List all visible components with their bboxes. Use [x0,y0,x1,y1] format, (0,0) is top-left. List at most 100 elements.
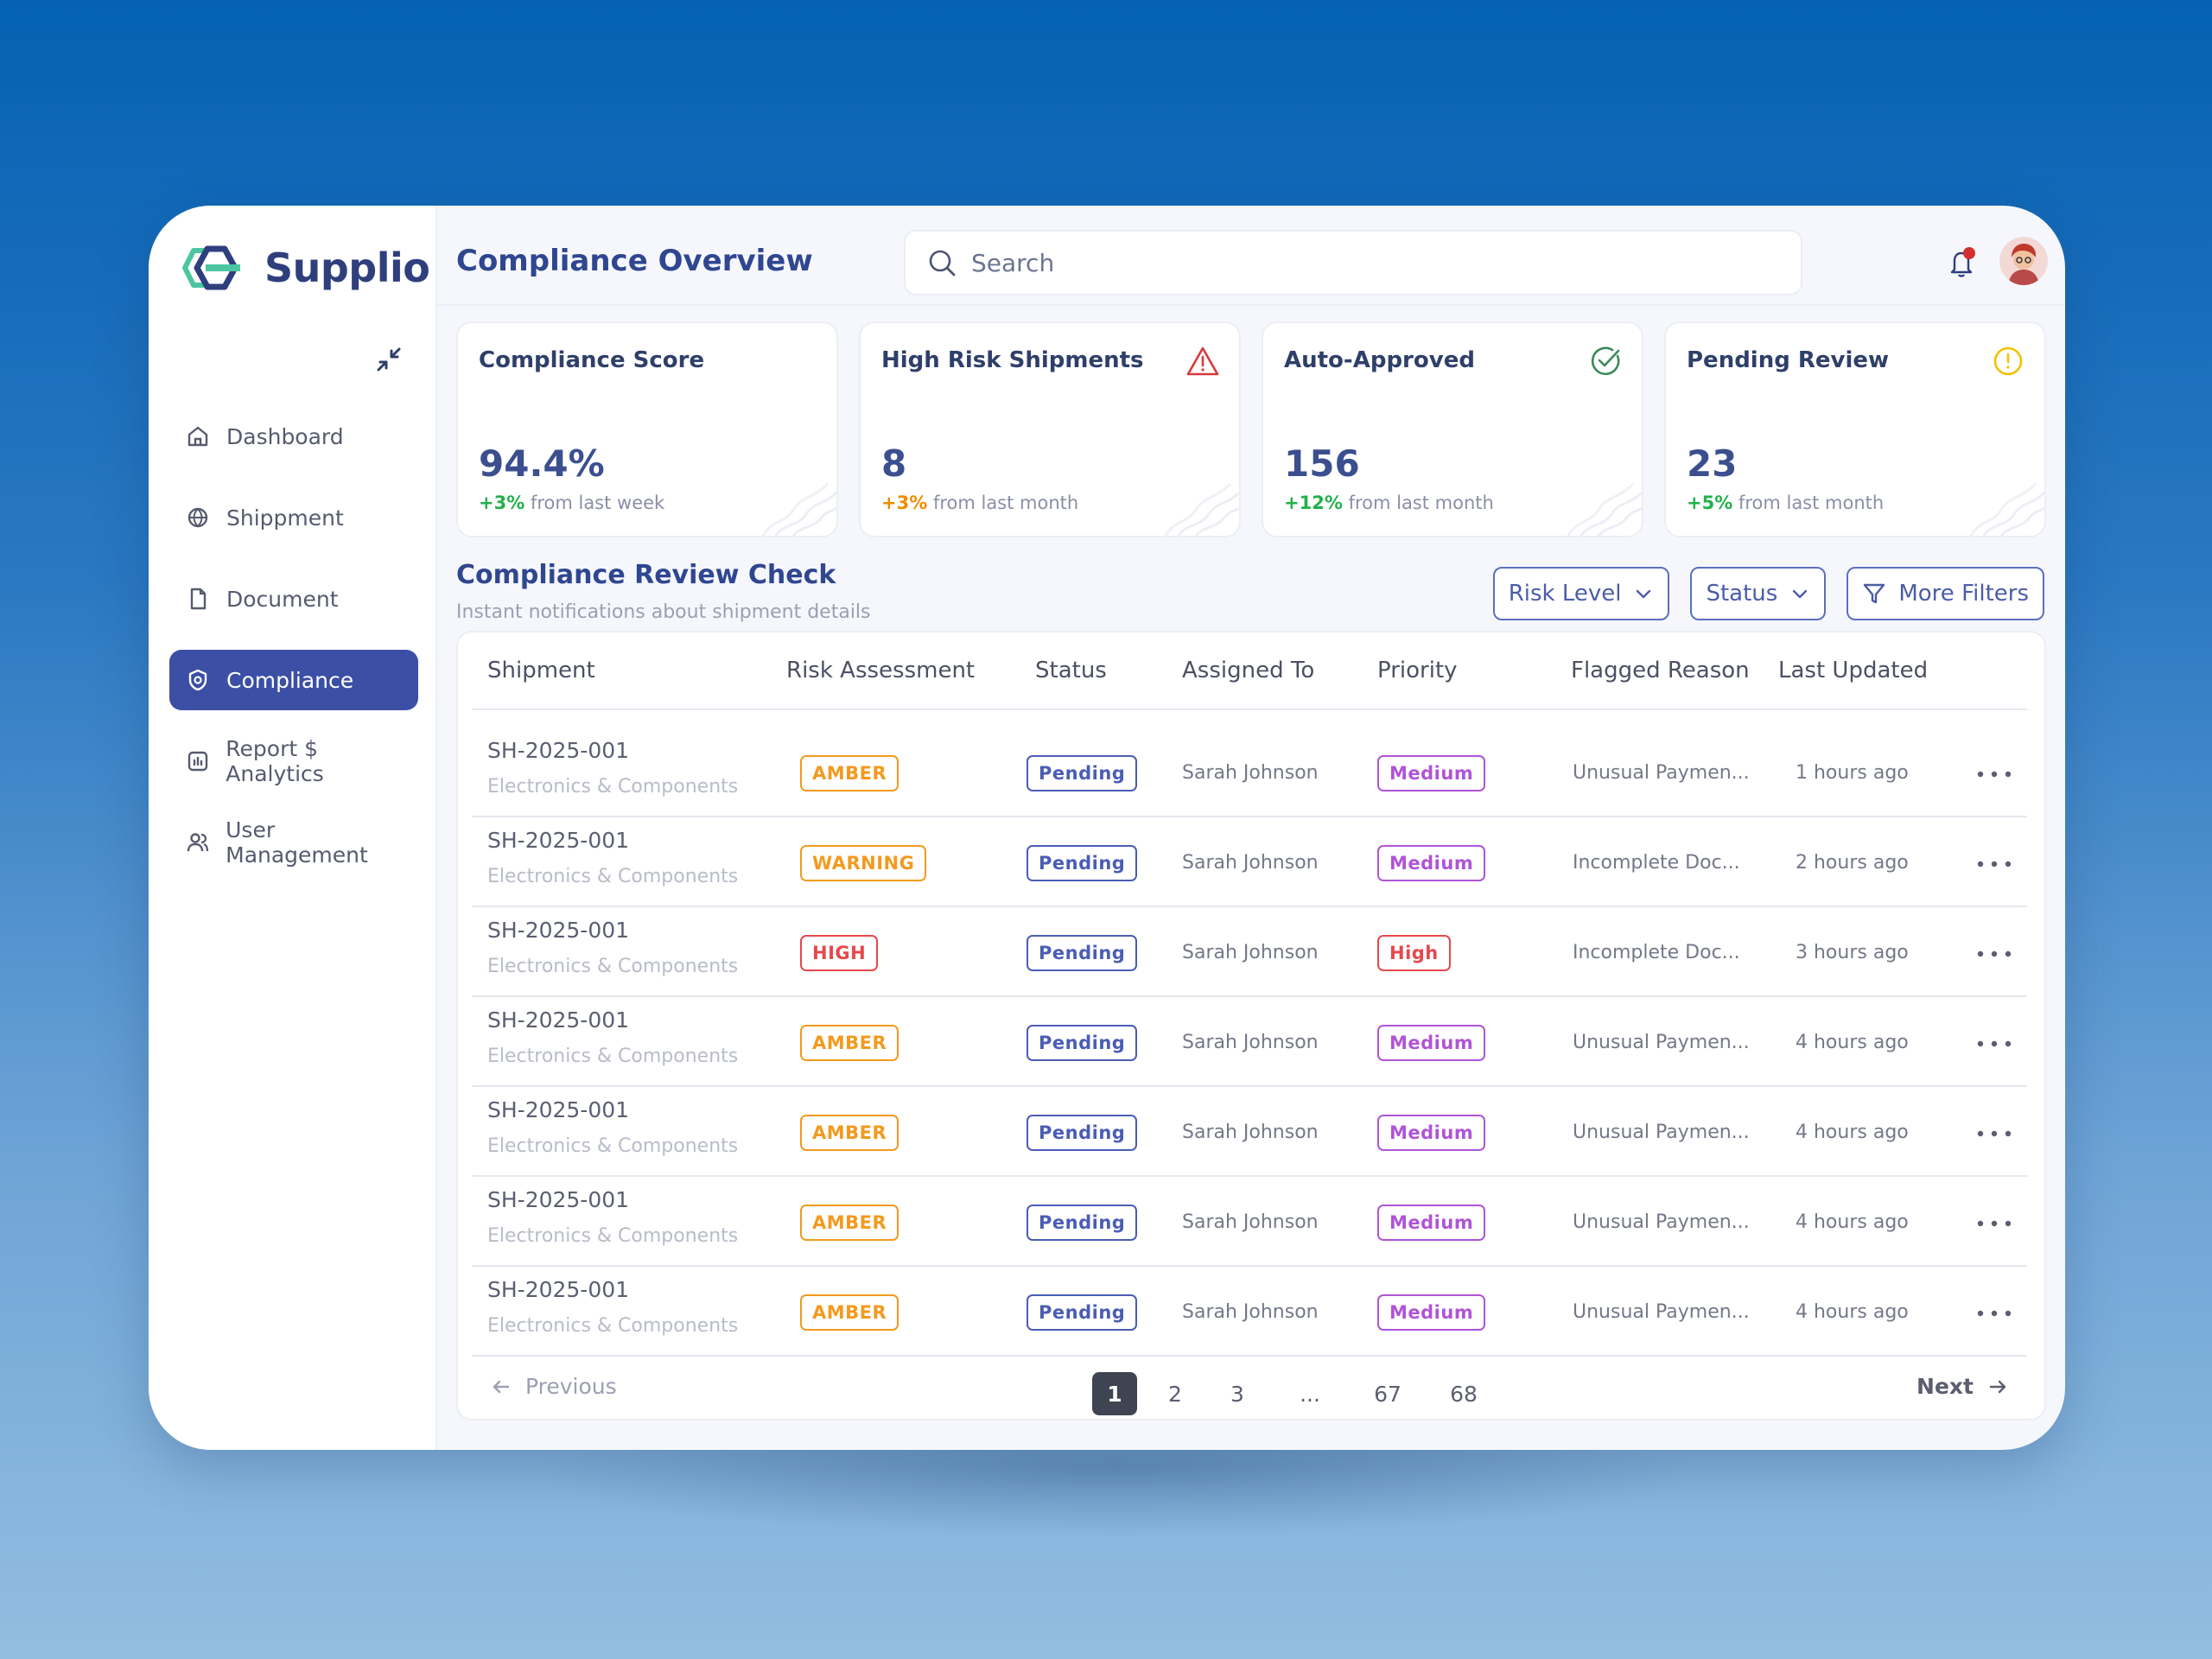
more-actions-icon[interactable] [1975,766,2013,783]
chevron-down-icon [1637,589,1651,599]
assigned-to: Sarah Johnson [1182,1032,1319,1053]
logo[interactable]: Supplio [181,244,430,292]
more-actions-icon[interactable] [1975,1215,2013,1232]
sidebar-item-dashboard[interactable]: Dashboard [169,406,418,467]
table-row[interactable]: SH-2025-001 Electronics & Components AMBER… [472,997,2027,1087]
delta-value: +12% [1284,493,1343,513]
sidebar-nav: Dashboard Shippment Document Compliance [169,406,418,893]
globe-icon [185,505,211,531]
search-box[interactable] [904,230,1802,296]
column-header[interactable]: Last Updated [1778,658,1929,683]
sidebar-item-shippment[interactable]: Shippment [169,487,418,548]
next-label: Next [1916,1374,1974,1399]
risk-badge: AMBER [800,1115,899,1151]
column-header[interactable]: Status [1035,658,1107,683]
filter-icon [1864,583,1885,604]
user-avatar-icon [1999,237,2048,285]
column-header[interactable]: Priority [1377,658,1458,683]
arrow-left-icon [493,1380,510,1393]
shipment-id[interactable]: SH-2025-001 [487,1187,630,1212]
previous-label: Previous [525,1374,617,1399]
more-filters-label: More Filters [1898,581,2029,607]
shipment-id[interactable]: SH-2025-001 [487,1277,630,1302]
more-actions-icon[interactable] [1975,1035,2013,1052]
chart-icon [185,748,210,774]
sidebar-item-user-management[interactable]: User Management [169,812,418,873]
last-updated: 4 hours ago [1796,1032,1909,1053]
column-header[interactable]: Shipment [487,658,595,683]
card-value: 94.4% [479,442,605,485]
card-delta: +5% from last month [1687,493,1884,513]
more-filters-button[interactable]: More Filters [1847,567,2044,620]
delta-text: from last month [932,493,1079,513]
card-auto-approved[interactable]: Auto-Approved 156 +12% from last month [1262,321,1643,537]
risk-level-dropdown[interactable]: Risk Level [1492,567,1670,620]
table-row[interactable]: SH-2025-001 Electronics & Components WARNI… [472,817,2027,907]
notification-bell-icon[interactable] [1948,245,1977,280]
more-actions-icon[interactable] [1975,945,2013,963]
more-actions-icon[interactable] [1975,1125,2013,1142]
last-updated: 4 hours ago [1796,1301,1909,1323]
assigned-to: Sarah Johnson [1182,762,1319,784]
page-button[interactable]: 2 [1168,1381,1182,1407]
page-button[interactable]: 3 [1230,1381,1244,1407]
sidebar: Supplio Dashboard Shippment [149,206,437,1450]
table-row[interactable]: SH-2025-001 Electronics & Components AMBER… [472,1177,2027,1267]
table-row[interactable]: SH-2025-001 Electronics & Components AMBER… [472,1087,2027,1177]
arrow-right-icon [1989,1380,2006,1393]
shipment-id[interactable]: SH-2025-001 [487,828,630,853]
page-button[interactable]: 67 [1374,1381,1402,1407]
sidebar-item-label: User Management [226,817,368,868]
shipment-id[interactable]: SH-2025-001 [487,1097,630,1122]
sidebar-item-report-analytics[interactable]: Report $ Analytics [169,731,418,791]
column-header[interactable]: Risk Assessment [786,658,976,683]
risk-badge: AMBER [800,755,899,791]
shipment-category: Electronics & Components [487,1225,739,1247]
page-title: Compliance Overview [456,244,813,278]
wave-decoration-icon [1164,482,1239,536]
previous-page-button[interactable]: Previous [491,1374,617,1399]
sidebar-item-label: Report $ Analytics [226,736,324,786]
card-compliance-score[interactable]: Compliance Score 94.4% +3% from last wee… [456,321,838,537]
section-title: Compliance Review Check [456,560,836,590]
shipment-id[interactable]: SH-2025-001 [487,918,630,943]
summary-cards: Compliance Score 94.4% +3% from last wee… [456,321,2046,537]
card-title: High Risk Shipments [881,347,1144,373]
priority-badge: Medium [1377,1115,1486,1151]
card-pending-review[interactable]: Pending Review 23 +5% from last month [1664,321,2046,537]
compliance-table: Shipment Risk Assessment Status Assigned… [456,631,2046,1421]
table-row[interactable]: SH-2025-001 Electronics & Components AMBER… [472,728,2027,817]
table-row[interactable]: SH-2025-001 Electronics & Components HIGH P… [472,907,2027,997]
page-button[interactable]: 1 [1092,1372,1137,1415]
search-input[interactable] [971,248,1749,277]
next-page-button[interactable]: Next [1916,1374,2008,1399]
column-header[interactable]: Flagged Reason [1571,658,1750,683]
users-icon [185,830,210,855]
pagination: Previous 1 2 3 ... 67 68 Next [472,1365,2027,1417]
page-button[interactable]: 68 [1450,1381,1478,1407]
status-badge: Pending [1027,1294,1138,1331]
card-delta: +3% from last week [479,493,664,513]
sidebar-item-label: Shippment [226,505,344,531]
priority-badge: Medium [1377,1205,1486,1241]
sidebar-item-compliance[interactable]: Compliance [169,650,418,710]
delta-value: +3% [881,493,928,513]
table-header: Shipment Risk Assessment Status Assigned… [472,632,2027,710]
shipment-id[interactable]: SH-2025-001 [487,738,630,763]
shipment-id[interactable]: SH-2025-001 [487,1007,630,1033]
card-high-risk-shipments[interactable]: High Risk Shipments 8 +3% from last mont… [859,321,1241,537]
brand-name: Supplio [264,245,430,291]
last-updated: 2 hours ago [1796,852,1909,874]
avatar[interactable] [1999,237,2048,285]
chevron-down-icon [1793,589,1808,599]
table-row[interactable]: SH-2025-001 Electronics & Components AMBER… [472,1267,2027,1357]
sidebar-item-document[interactable]: Document [169,569,418,629]
shield-lock-icon [185,667,211,693]
delta-value: +3% [479,493,525,513]
more-actions-icon[interactable] [1975,855,2013,873]
more-actions-icon[interactable] [1975,1305,2013,1322]
collapse-icon[interactable] [375,346,403,373]
delta-text: from last week [530,493,665,513]
status-dropdown[interactable]: Status [1690,567,1827,620]
column-header[interactable]: Assigned To [1182,658,1315,683]
